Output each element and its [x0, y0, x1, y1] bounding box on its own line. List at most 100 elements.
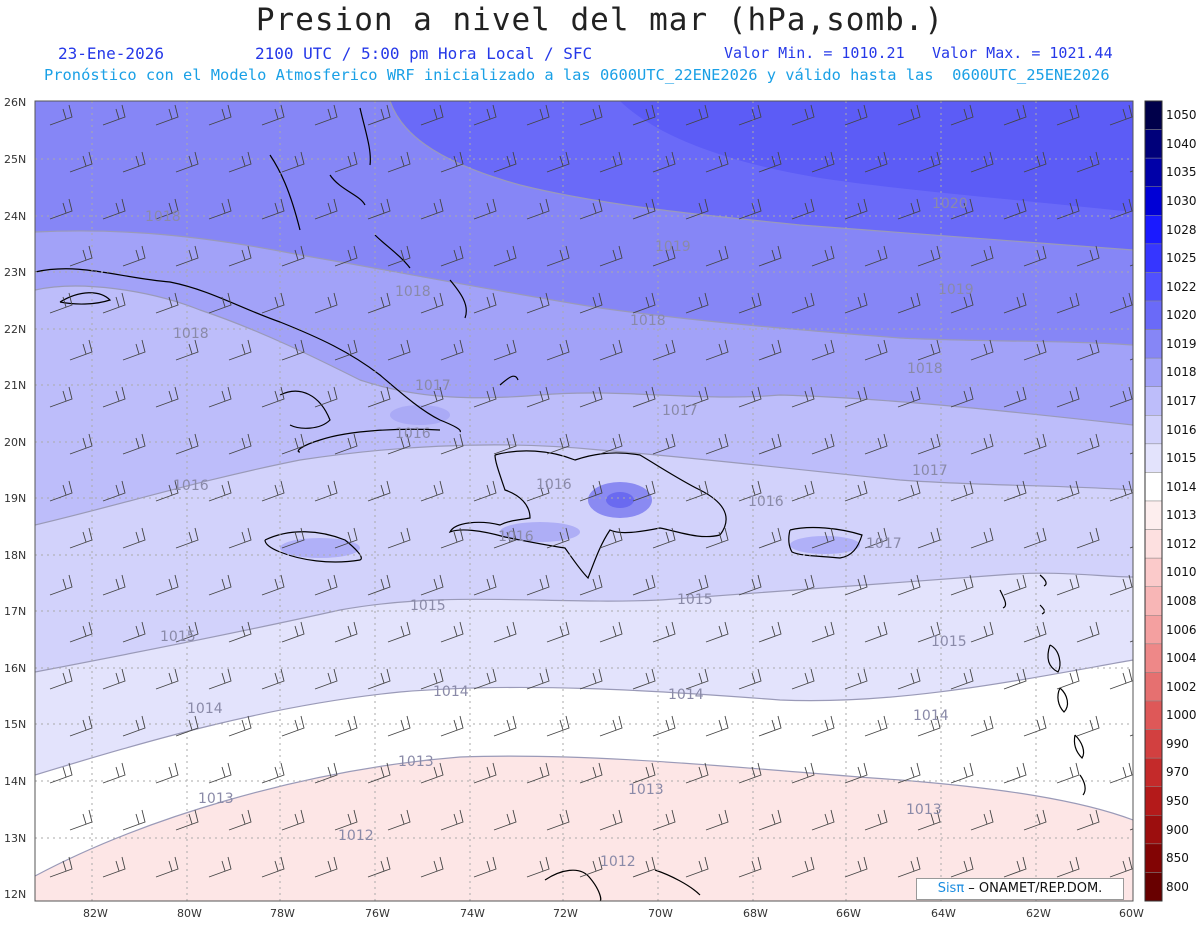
wind-barb: [1023, 245, 1047, 267]
wind-barb: [599, 715, 623, 737]
wind-barb: [69, 621, 93, 643]
lon-label: 62W: [1026, 907, 1051, 920]
wind-barb: [950, 856, 974, 878]
wind-barb: [970, 433, 994, 455]
wind-barb: [314, 480, 338, 502]
map-title: Presion a nivel del mar (hPa,somb.): [255, 2, 945, 38]
wind-barb: [122, 527, 146, 549]
colorbar-label: 1018: [1166, 365, 1197, 380]
wind-barb: [261, 386, 285, 408]
wind-barb: [705, 527, 729, 549]
lat-label: 22N: [4, 323, 27, 336]
wind-barb: [334, 151, 358, 173]
wind-barb: [1056, 198, 1080, 220]
colorbar-label: 1035: [1166, 165, 1197, 180]
wind-barb: [49, 480, 73, 502]
wind-barb: [440, 621, 464, 643]
lon-label: 82W: [83, 907, 108, 920]
colorbar-swatch: [1144, 500, 1163, 530]
lon-label: 64W: [931, 907, 956, 920]
wind-barb: [579, 386, 603, 408]
isobar-label: 1016: [498, 529, 534, 545]
wind-barb: [1056, 574, 1080, 596]
wind-barb: [155, 386, 179, 408]
wind-barb: [367, 104, 391, 126]
colorbar-label: 1000: [1166, 708, 1197, 723]
isobar-label: 1013: [198, 791, 234, 807]
wind-barb: [493, 245, 517, 267]
wind-barb: [950, 762, 974, 784]
wind-barb: [950, 480, 974, 502]
wind-barb: [175, 151, 199, 173]
wind-barb: [314, 292, 338, 314]
wind-barb: [864, 245, 888, 267]
wind-barb: [917, 527, 941, 549]
wind-barb: [579, 856, 603, 878]
wind-barb: [155, 574, 179, 596]
wind-barb: [175, 245, 199, 267]
min-value: Valor Min. = 1010.21: [724, 44, 905, 62]
colorbar-label: 950: [1166, 794, 1189, 808]
lon-label: 60W: [1119, 907, 1144, 920]
colorbar-swatch: [1144, 672, 1163, 702]
colorbar-swatch: [1144, 129, 1163, 159]
lat-label: 17N: [4, 605, 27, 618]
wind-barb: [1109, 386, 1133, 408]
wind-barb: [1109, 480, 1133, 502]
wind-barb: [579, 480, 603, 502]
wind-barb: [367, 574, 391, 596]
wind-barb: [791, 856, 815, 878]
lat-label: 14N: [4, 775, 27, 788]
wind-barb: [228, 715, 252, 737]
wind-barb: [738, 668, 762, 690]
lon-label: 72W: [553, 907, 578, 920]
wind-barb: [175, 809, 199, 831]
wind-barb: [69, 339, 93, 361]
isobar-label: 1018: [173, 326, 209, 342]
wind-barb: [758, 339, 782, 361]
isobar-label: 1013: [628, 782, 664, 798]
wind-barb: [102, 198, 126, 220]
wind-barb: [685, 480, 709, 502]
wind-barb: [1003, 292, 1027, 314]
wind-barb: [632, 292, 656, 314]
wind-barb: [1023, 339, 1047, 361]
wind-barb: [844, 480, 868, 502]
coastlines: [35, 107, 1086, 901]
wind-barb: [208, 668, 232, 690]
wind-barb: [864, 339, 888, 361]
wind-barb: [122, 339, 146, 361]
colorbar-label: 1012: [1166, 536, 1197, 551]
wind-barb: [314, 386, 338, 408]
colorbar-label: 1010: [1166, 565, 1197, 580]
isobar-label: 1014: [668, 687, 704, 703]
wind-barb: [155, 292, 179, 314]
wind-barb: [473, 668, 497, 690]
wind-barb: [387, 809, 411, 831]
wind-barb: [493, 433, 517, 455]
wind-barb: [122, 245, 146, 267]
wind-barb: [69, 151, 93, 173]
wind-barb: [844, 762, 868, 784]
wind-barb: [1023, 433, 1047, 455]
wind-barb: [440, 433, 464, 455]
wind-barb: [705, 151, 729, 173]
colorbar-swatch: [1144, 243, 1163, 273]
wind-barb: [367, 668, 391, 690]
wind-barb: [440, 715, 464, 737]
colorbar-swatch: [1144, 615, 1163, 645]
wind-barb: [546, 151, 570, 173]
wind-barb: [314, 762, 338, 784]
colorbar-swatch: [1144, 757, 1163, 787]
wind-barb: [844, 198, 868, 220]
wind-barb: [685, 856, 709, 878]
wind-barb: [738, 856, 762, 878]
max-value: Valor Max. = 1021.44: [932, 44, 1113, 62]
colorbar-label: 1050: [1166, 108, 1197, 123]
wind-barb: [791, 762, 815, 784]
wind-barb: [652, 245, 676, 267]
colorbar-swatch: [1144, 386, 1163, 416]
wind-barb: [208, 386, 232, 408]
isobar-label: 1018: [907, 361, 943, 377]
